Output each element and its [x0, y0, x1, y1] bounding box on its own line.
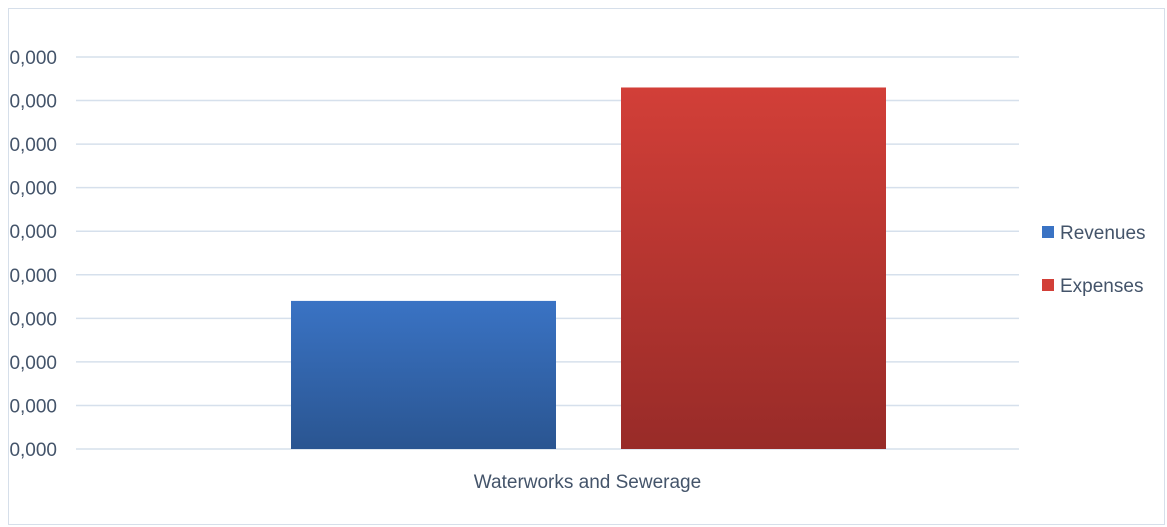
expenses-bar — [621, 87, 886, 449]
legend: Revenues Expenses — [1042, 223, 1146, 297]
bar-chart: 3,550,000 3,600,000 3,650,000 3,700,000 3,75… — [9, 48, 1146, 493]
y-axis-tick-labels: 3,550,000 3,600,000 3,650,000 3,700,000 3,75… — [9, 48, 57, 461]
legend-label-revenues: Revenues — [1060, 223, 1146, 244]
y-tick-label: 4,000,000 — [9, 48, 57, 69]
x-category-label: Waterworks and Sewerage — [474, 472, 701, 493]
y-tick-label: 3,600,000 — [9, 396, 57, 417]
x-axis-category-labels: Waterworks and Sewerage — [474, 472, 701, 493]
y-tick-label: 3,850,000 — [9, 179, 57, 200]
y-tick-label: 3,800,000 — [9, 222, 57, 243]
gridlines — [76, 56, 1019, 450]
legend-swatch-revenues — [1042, 226, 1054, 238]
y-tick-label: 3,650,000 — [9, 353, 57, 374]
y-tick-label: 3,900,000 — [9, 135, 57, 156]
legend-label-expenses: Expenses — [1060, 276, 1143, 297]
legend-swatch-expenses — [1042, 279, 1054, 291]
y-tick-label: 3,700,000 — [9, 309, 57, 330]
chart-frame: 3,550,000 3,600,000 3,650,000 3,700,000 3,75… — [8, 8, 1165, 525]
revenues-bar — [291, 300, 556, 449]
y-tick-label: 3,550,000 — [9, 440, 57, 461]
bars — [291, 87, 886, 449]
y-tick-label: 3,950,000 — [9, 92, 57, 113]
y-tick-label: 3,750,000 — [9, 266, 57, 287]
